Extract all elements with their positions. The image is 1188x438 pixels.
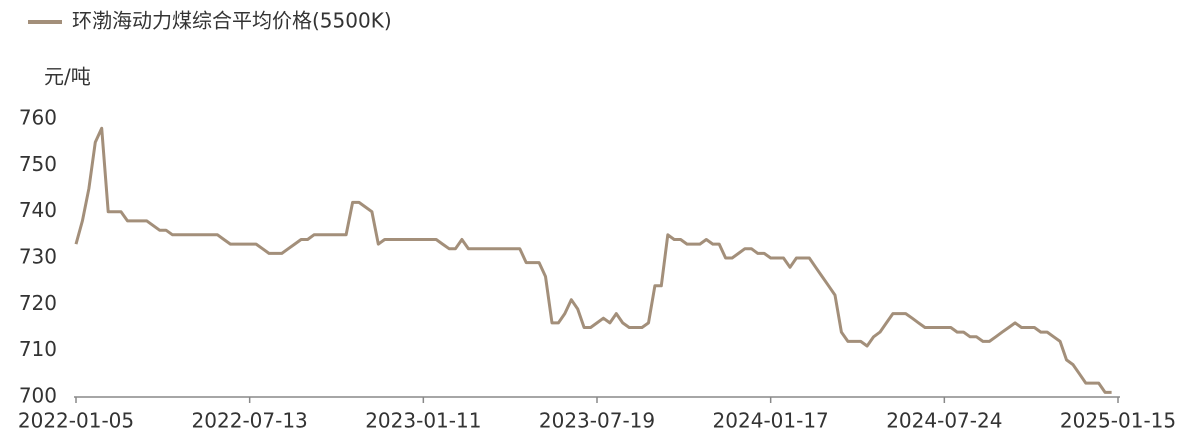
x-tick-label: 2023-01-11 xyxy=(365,409,481,433)
y-tick-label: 760 xyxy=(19,106,57,130)
x-tick-label: 2024-01-17 xyxy=(713,409,829,433)
y-tick-label: 710 xyxy=(19,337,57,361)
y-axis-label: 元/吨 xyxy=(44,65,91,89)
y-tick-label: 720 xyxy=(19,291,57,315)
y-tick-label: 740 xyxy=(19,198,57,222)
y-tick-label: 750 xyxy=(19,152,57,176)
legend-label: 环渤海动力煤综合平均价格(5500K) xyxy=(72,9,392,33)
y-tick-label: 730 xyxy=(19,245,57,269)
series-line xyxy=(74,126,1112,394)
x-tick-label: 2022-07-13 xyxy=(192,409,308,433)
x-tick-label: 2023-07-19 xyxy=(539,409,655,433)
y-tick-label: 700 xyxy=(19,384,57,408)
x-tick-label: 2022-01-05 xyxy=(18,409,134,433)
x-tick-label: 2024-07-24 xyxy=(886,409,1002,433)
x-tick-label: 2025-01-15 xyxy=(1060,409,1176,433)
